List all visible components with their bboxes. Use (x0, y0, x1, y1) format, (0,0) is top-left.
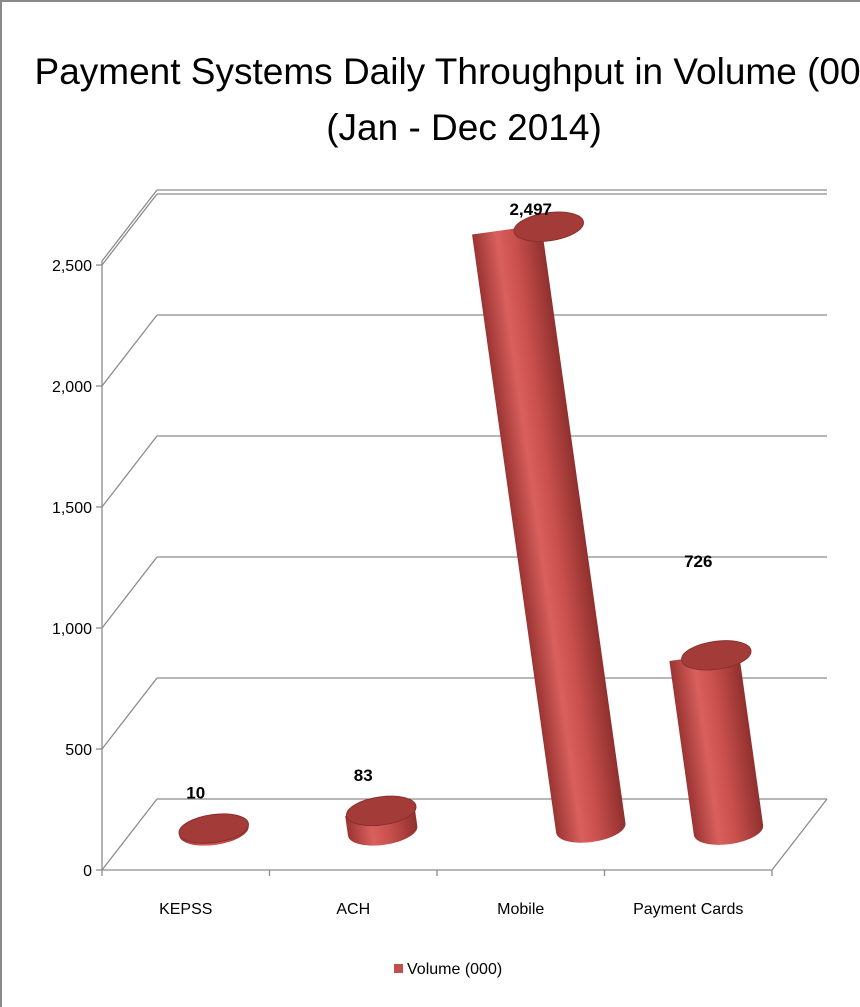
category-label: ACH (336, 901, 370, 918)
side-wall-line (101, 189, 158, 262)
side-wall-line (101, 798, 158, 871)
data-label: 10 (186, 784, 205, 803)
legend: Volume (000) (394, 961, 502, 978)
bar-top (346, 795, 417, 827)
bar-top (513, 211, 584, 242)
labels: 0 500 1,000 1,500 2,000 2,500 KEPSS ACH Mobile Pa… (52, 200, 743, 918)
side-wall-line (101, 193, 158, 266)
bar-mobile (472, 211, 626, 843)
bar-body (472, 224, 626, 843)
side-wall-line (101, 435, 158, 508)
bar-top (178, 813, 249, 844)
y-tick-label: 1,000 (52, 621, 92, 638)
data-label: 726 (684, 552, 712, 571)
side-wall-line (101, 677, 158, 750)
category-label: Payment Cards (633, 901, 743, 918)
y-tick-label: 0 (83, 863, 92, 880)
category-label: Mobile (497, 901, 544, 918)
chart-subtitle: (Jan - Dec 2014) (326, 107, 602, 148)
bar-payment-cards (669, 640, 764, 845)
data-label: 83 (354, 766, 373, 785)
y-tick-label: 500 (65, 742, 92, 759)
y-tick-label: 1,500 (52, 500, 92, 517)
side-wall-line (101, 556, 158, 629)
y-tick-label: 2,500 (52, 258, 92, 275)
bars (178, 211, 764, 846)
side-wall-line (101, 314, 158, 387)
legend-swatch (394, 964, 403, 973)
y-tick-label: 2,000 (52, 379, 92, 396)
legend-label: Volume (000) (407, 961, 502, 978)
bar-top (681, 640, 752, 671)
axes (96, 261, 773, 876)
chart-title: Payment Systems Daily Throughput in Volu… (35, 51, 860, 92)
floor-right-edge (771, 798, 828, 871)
bar-body (669, 651, 764, 845)
bar-kepss (178, 813, 249, 846)
bar-ach (345, 795, 418, 846)
category-label: KEPSS (159, 901, 212, 918)
data-label: 2,497 (509, 200, 552, 219)
